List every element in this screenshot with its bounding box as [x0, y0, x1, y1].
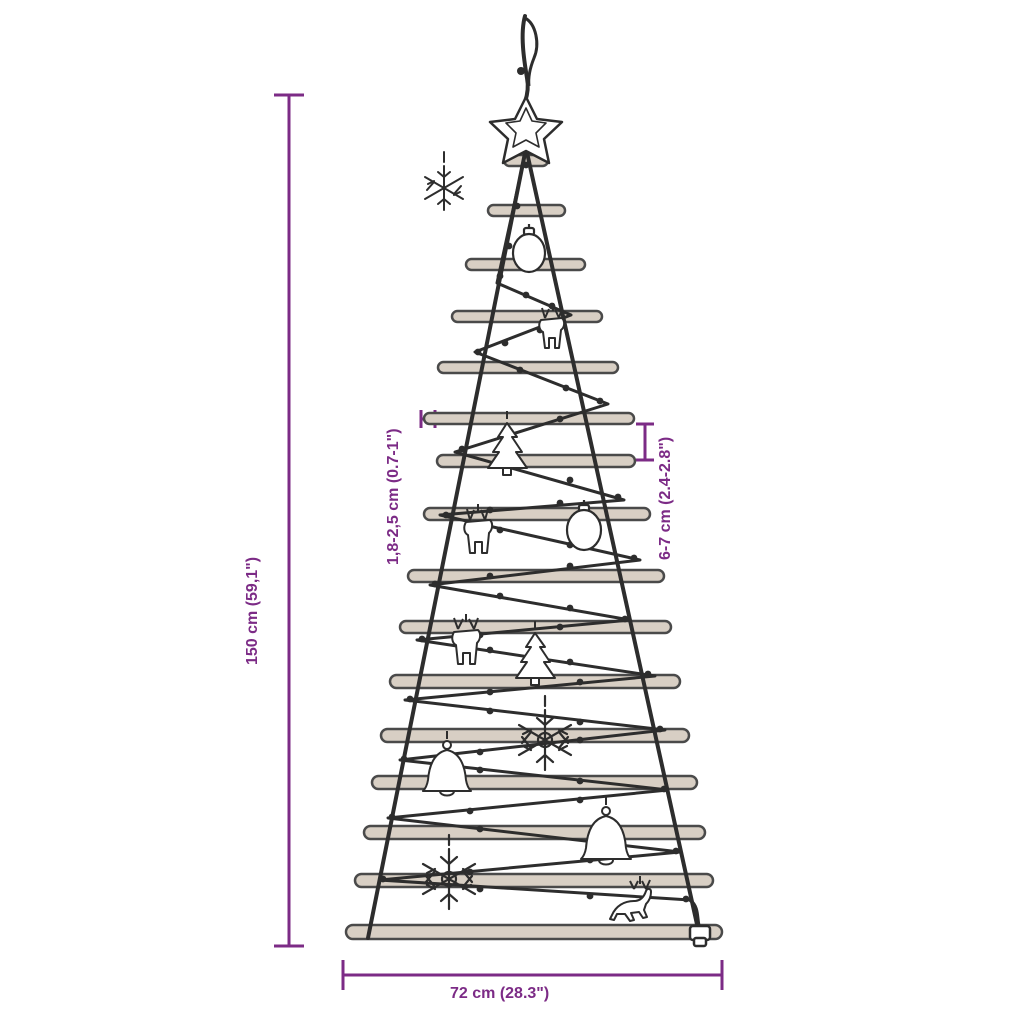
tree-ornament	[515, 621, 556, 686]
snowflake-ornament	[421, 833, 477, 911]
stick	[422, 411, 636, 426]
snowflake-ornament	[517, 694, 573, 772]
reindeer-ornament	[609, 876, 652, 922]
hanging-cord	[520, 14, 530, 104]
tree-structure	[344, 14, 724, 948]
stick	[486, 203, 567, 218]
hanging-loop	[524, 16, 539, 87]
snowflake-ornament	[424, 151, 464, 211]
tree-side-rails	[366, 146, 702, 940]
left-rail	[366, 146, 528, 940]
bauble-ornament	[511, 224, 547, 274]
cord-clip	[517, 67, 525, 75]
right-rail	[524, 146, 702, 940]
reindeer-ornament	[538, 303, 566, 349]
spacing-dimension-label: 6-7 cm (2.4-2.8")	[657, 436, 674, 560]
height-dimension-label: 150 cm (59,1")	[244, 556, 261, 665]
stick	[344, 923, 724, 941]
tree-ornament	[487, 411, 528, 476]
stick	[435, 453, 637, 469]
thickness-dimension-label: 1,8-2,5 cm (0.7-1")	[385, 428, 402, 565]
bell-ornament	[422, 731, 472, 797]
bell-ornament	[580, 797, 632, 866]
reindeer-ornament	[463, 504, 494, 554]
power-plug	[688, 924, 712, 948]
stick	[450, 309, 604, 324]
reindeer-ornament	[451, 614, 482, 665]
stick	[362, 824, 707, 841]
star-topper	[488, 95, 564, 165]
bauble-ornament	[565, 500, 603, 552]
width-dimension-label: 72 cm (28.3")	[450, 985, 550, 1002]
